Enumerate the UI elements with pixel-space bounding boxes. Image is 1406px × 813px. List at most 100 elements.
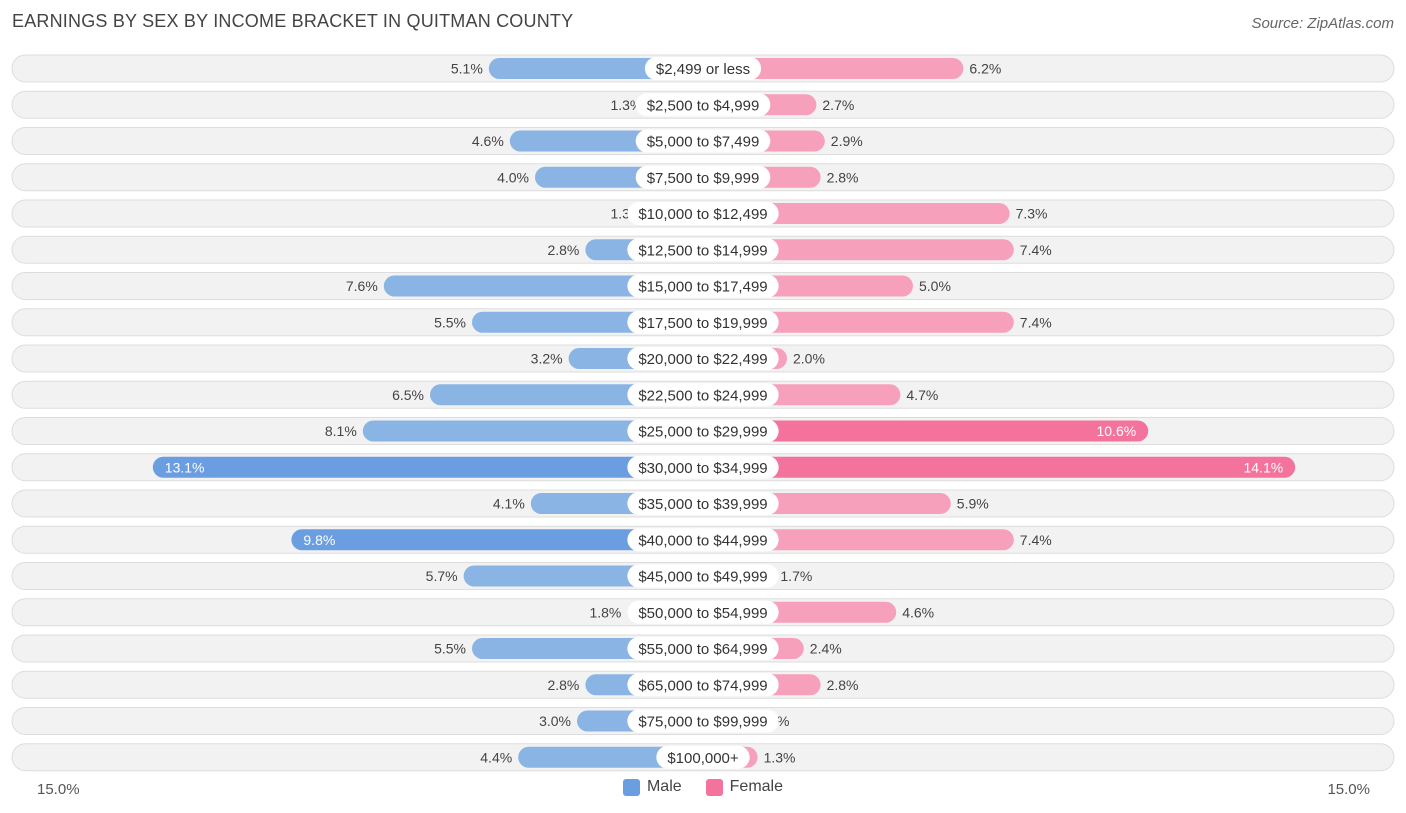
female-value-label: 1.3%	[764, 749, 796, 765]
female-value-label: 5.0%	[919, 278, 951, 294]
category-label: $100,000+	[667, 750, 739, 767]
category-pill	[627, 347, 779, 370]
legend-item-female[interactable]: Female	[705, 778, 784, 796]
female-value-label: 7.4%	[1020, 314, 1052, 330]
female-bar	[703, 456, 1296, 478]
male-value-label: 3.0%	[539, 713, 571, 729]
male-value-label: 4.1%	[493, 496, 525, 512]
legend: Male Female	[0, 778, 1406, 796]
male-value-label: 1.8%	[589, 604, 621, 620]
female-bar	[703, 58, 964, 79]
category-label: $2,499 or less	[656, 61, 750, 78]
category-label: $30,000 to $34,999	[638, 460, 767, 477]
category-pill	[627, 310, 779, 334]
male-value-label: 4.4%	[480, 749, 512, 765]
female-value-label: 10.6%	[1096, 423, 1136, 439]
category-label: $2,500 to $4,999	[647, 97, 760, 114]
male-value-label: 3.2%	[531, 351, 563, 367]
category-pill	[635, 93, 771, 117]
female-value-label: 2.4%	[810, 641, 842, 657]
chart-title: EARNINGS BY SEX BY INCOME BRACKET IN QUI…	[12, 11, 574, 31]
male-value-label: 5.1%	[451, 61, 483, 77]
category-pill	[627, 383, 779, 407]
male-value-label: 4.0%	[497, 169, 529, 185]
female-bar	[703, 420, 1149, 442]
category-pill	[627, 637, 779, 660]
male-value-label: 5.5%	[434, 314, 466, 330]
female-value-label: 2.8%	[827, 169, 859, 185]
category-pill	[627, 238, 779, 262]
category-pill	[627, 600, 779, 624]
legend-swatch-female	[705, 778, 723, 796]
female-value-label: 4.7%	[906, 387, 938, 403]
male-value-label: 6.5%	[392, 387, 424, 403]
legend-label-male: Male	[646, 778, 682, 795]
category-pill	[635, 129, 771, 153]
category-pill	[635, 165, 771, 189]
male-bar	[152, 456, 704, 478]
category-pill	[627, 274, 779, 298]
female-value-label: 2.8%	[827, 677, 859, 693]
category-label: $22,500 to $24,999	[638, 387, 767, 404]
category-label: $55,000 to $64,999	[638, 641, 767, 658]
category-label: $10,000 to $12,499	[638, 206, 767, 223]
male-value-label: 8.1%	[325, 423, 357, 439]
axis-label-right: 15.0%	[1327, 781, 1370, 798]
female-value-label: 7.3%	[1016, 206, 1048, 222]
female-value-label: 5.9%	[957, 496, 989, 512]
male-value-label: 2.8%	[547, 242, 579, 258]
male-value-label: 1.3%	[610, 97, 642, 113]
category-label: $45,000 to $49,999	[638, 569, 767, 586]
source-note: Source: ZipAtlas.com	[1251, 15, 1394, 32]
female-bar	[703, 203, 1010, 224]
female-value-label: 1.7%	[780, 568, 812, 584]
category-label: $7,500 to $9,999	[647, 170, 760, 187]
male-bar	[362, 420, 703, 442]
male-value-label: 5.7%	[426, 568, 458, 584]
male-bar	[291, 529, 703, 551]
female-bar	[703, 529, 1014, 551]
female-bar	[703, 239, 1014, 261]
category-label: $12,500 to $14,999	[638, 242, 767, 259]
category-label: $25,000 to $29,999	[638, 424, 767, 441]
category-label: $40,000 to $44,999	[638, 532, 767, 549]
female-value-label: 2.7%	[822, 97, 854, 113]
category-label: $75,000 to $99,999	[638, 714, 767, 731]
category-label: $15,000 to $17,499	[638, 279, 767, 296]
legend-label-female: Female	[729, 778, 784, 795]
legend-item-male[interactable]: Male	[622, 778, 682, 796]
axis-label-left: 15.0%	[37, 781, 80, 798]
category-label: $65,000 to $74,999	[638, 677, 767, 694]
female-value-label: 7.4%	[1020, 242, 1052, 258]
category-pill	[627, 564, 779, 588]
male-value-label: 4.6%	[472, 133, 504, 149]
category-pill	[627, 202, 779, 225]
category-label: $5,000 to $7,499	[647, 134, 760, 151]
female-value-label: 2.9%	[831, 133, 863, 149]
category-label: $35,000 to $39,999	[638, 496, 767, 513]
legend-swatch-male	[622, 778, 640, 796]
male-value-label: 13.1%	[165, 459, 205, 475]
category-pill	[627, 455, 779, 479]
female-value-label: 14.1%	[1243, 459, 1283, 475]
female-value-label: 7.4%	[1020, 532, 1052, 548]
category-label: $50,000 to $54,999	[638, 605, 767, 622]
category-pill	[627, 673, 779, 697]
category-pill	[627, 528, 779, 552]
male-value-label: 9.8%	[303, 532, 335, 548]
female-value-label: 6.2%	[969, 61, 1001, 77]
male-value-label: 5.5%	[434, 641, 466, 657]
male-value-label: 2.8%	[547, 677, 579, 693]
category-pill	[627, 492, 779, 515]
category-label: $20,000 to $22,499	[638, 351, 767, 368]
female-value-label: 2.0%	[793, 351, 825, 367]
category-pill	[656, 745, 750, 769]
male-value-label: 7.6%	[346, 278, 378, 294]
female-value-label: 4.6%	[902, 604, 934, 620]
male-bar	[518, 746, 703, 768]
category-pill	[644, 57, 762, 80]
category-label: $17,500 to $19,999	[638, 315, 767, 332]
category-pill	[627, 709, 779, 733]
category-pill	[627, 419, 779, 443]
